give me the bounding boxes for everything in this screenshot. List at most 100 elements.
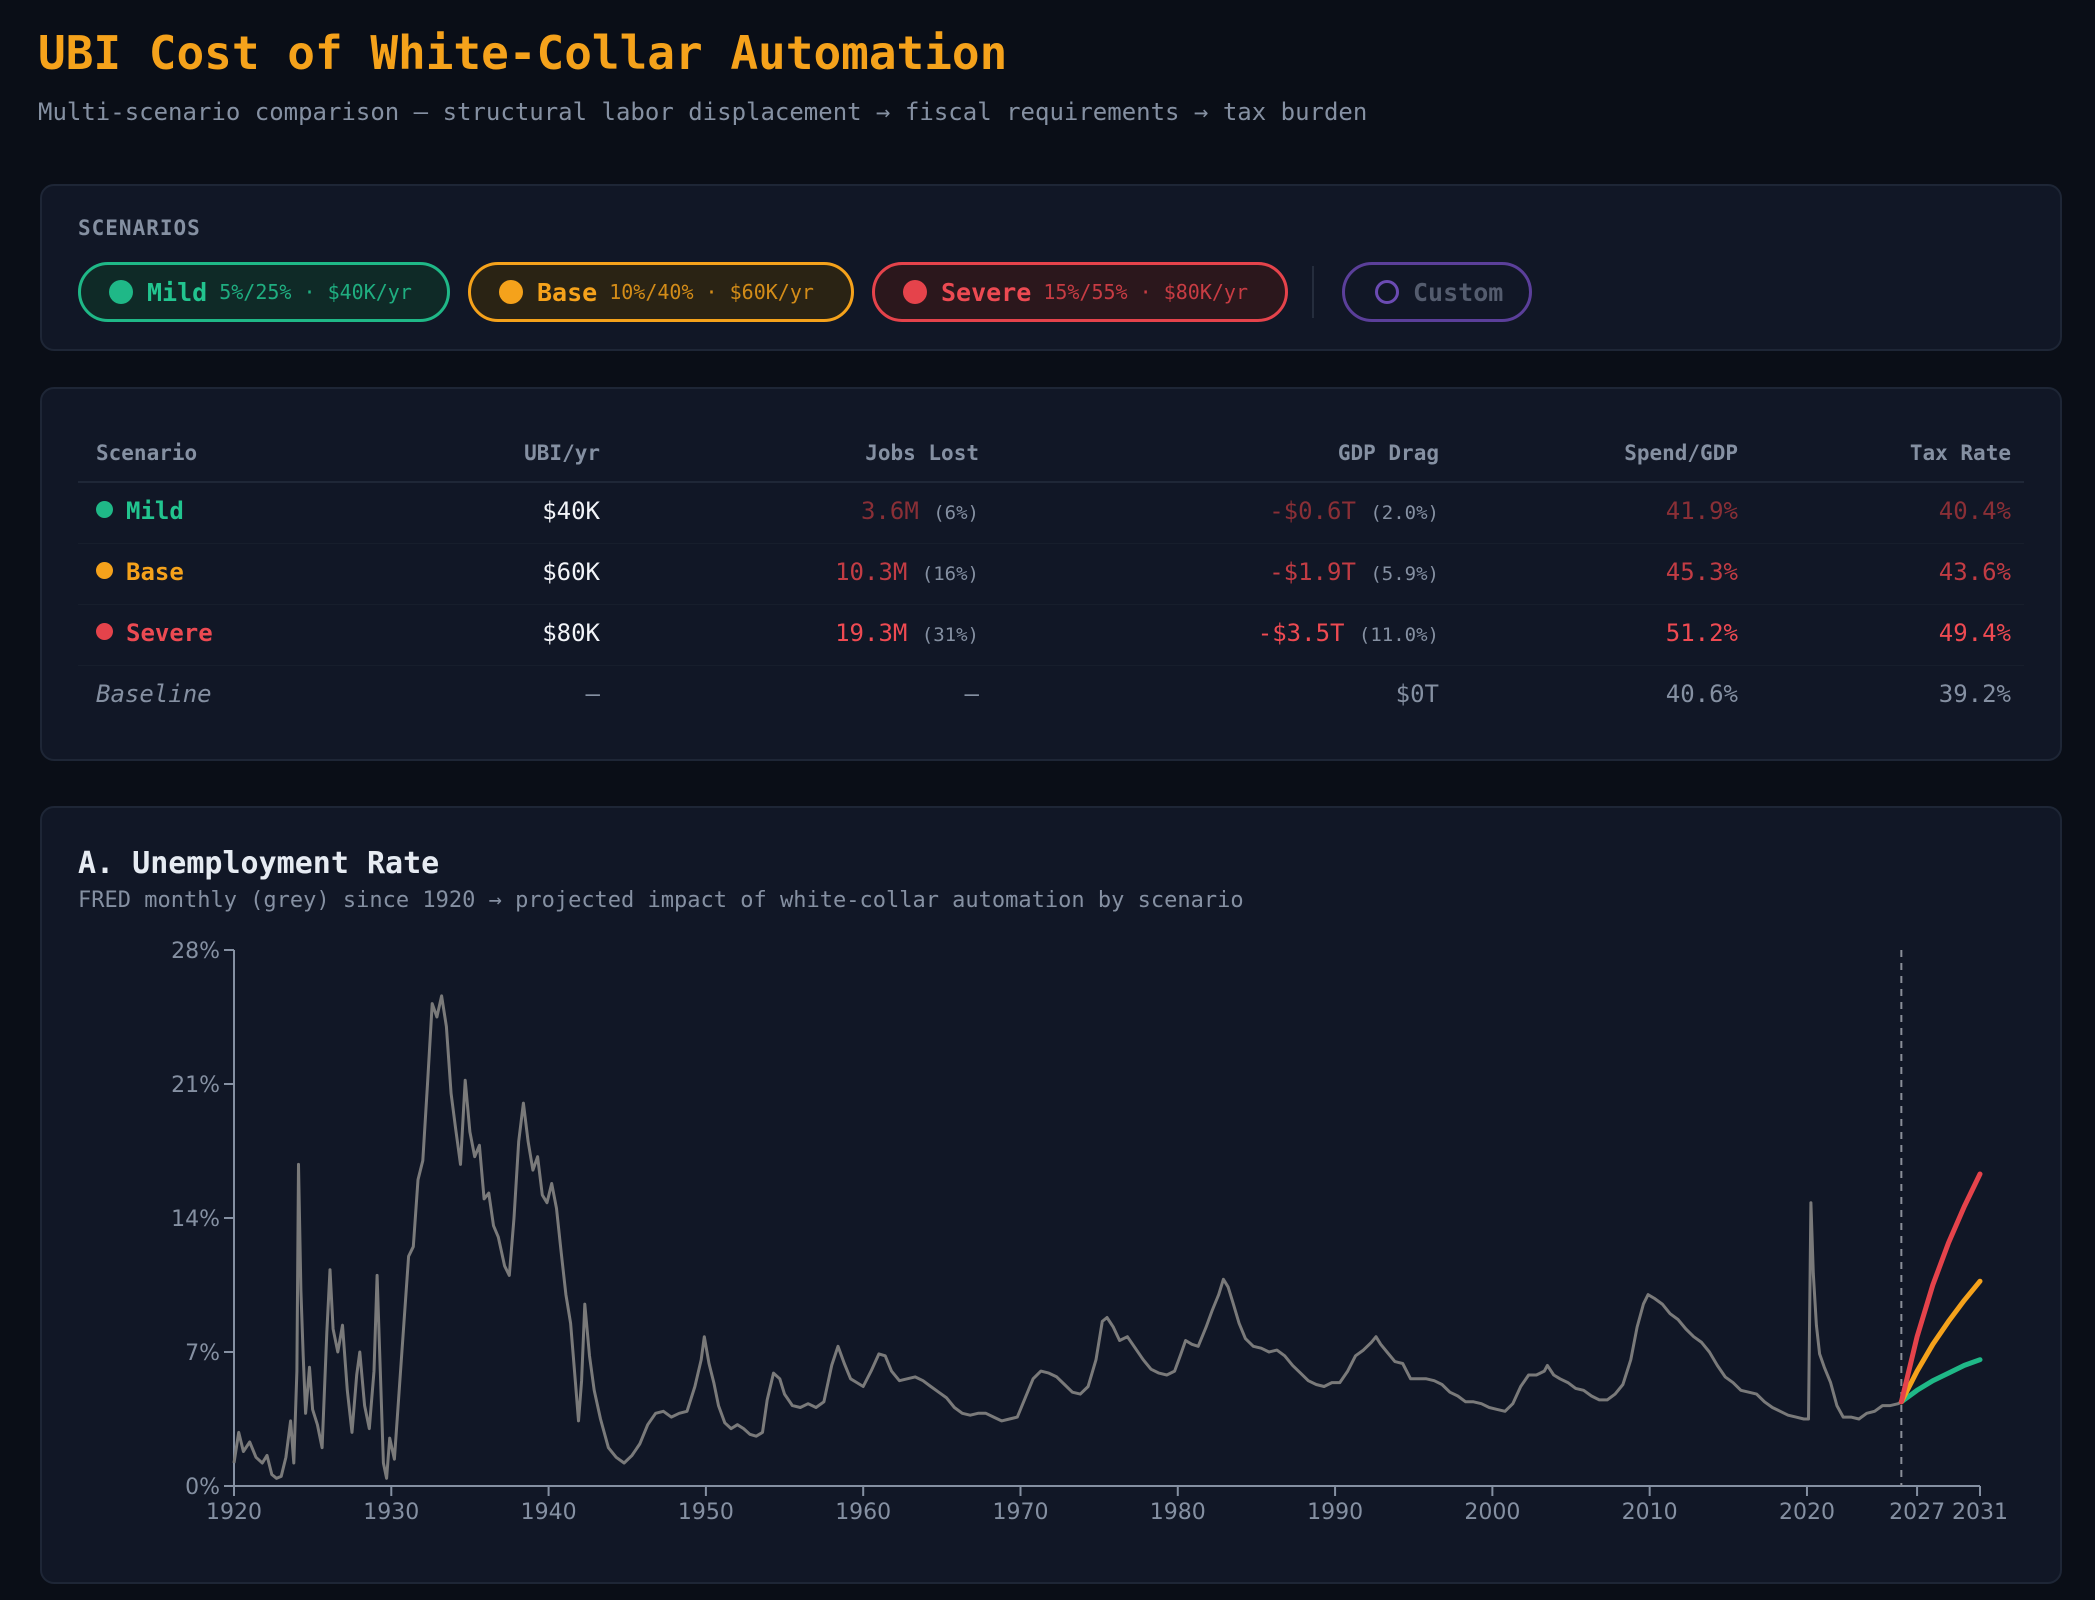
scenario-pill-name: Severe [941, 277, 1032, 307]
scenario-pill-name: Base [537, 277, 598, 307]
row-severe-jobs: 19.3M (31%) [835, 619, 979, 647]
row-baseline-gdp: $0T [1395, 680, 1439, 708]
page-title: UBI Cost of White-Collar Automation [38, 26, 1008, 80]
row-baseline-tax: 39.2% [1938, 680, 2011, 708]
row-severe-tax: 49.4% [1938, 619, 2011, 647]
mild-dot-icon [109, 280, 133, 304]
scenarios-label: SCENARIOS [78, 216, 201, 240]
row-baseline-ubi: — [585, 680, 600, 708]
col-header-ubi: UBI/yr [524, 441, 600, 465]
x-tick-label: 1960 [835, 1500, 891, 1525]
x-tick-label: 1920 [206, 1500, 262, 1525]
row-base-ubi: $60K [542, 558, 600, 586]
scenario-pill-name: Custom [1413, 277, 1504, 307]
y-tick-label: 28% [171, 939, 220, 964]
scenario-panel: SCENARIOS Mild 5%/25% · $40K/yr Base 10%… [40, 184, 2062, 351]
severe-projection-line [1898, 1171, 1983, 1405]
severe-dot-icon [903, 280, 927, 304]
row-severe-gdp: -$3.5T (11.0%) [1258, 619, 1439, 647]
row-mild-jobs: 3.6M (6%) [861, 497, 979, 525]
gdp-value: -$1.9T [1269, 558, 1356, 586]
gdp-value: -$3.5T [1257, 619, 1345, 647]
row-mild-tax: 40.4% [1938, 497, 2011, 525]
chart-subtitle: FRED monthly (grey) since 1920 → project… [78, 888, 1244, 913]
jobs-percent: (16%) [921, 563, 979, 585]
x-tick-label: 1940 [521, 1500, 577, 1525]
jobs-value: 3.6M [860, 497, 919, 525]
mild-projection-line [1898, 1357, 1983, 1405]
scenario-pill-severe[interactable]: Severe 15%/55% · $80K/yr [872, 262, 1288, 322]
col-header-scenario: Scenario [96, 441, 198, 465]
base-projection-line [1898, 1278, 1983, 1405]
base-dot-icon [96, 562, 113, 579]
y-tick-label: 0% [185, 1475, 220, 1500]
jobs-percent: (31%) [921, 624, 979, 646]
x-tick-label: 2000 [1464, 1500, 1520, 1525]
scenario-pill-name: Mild [147, 277, 208, 307]
summary-table: Scenario UBI/yr Jobs Lost GDP Drag Spend… [40, 387, 2062, 761]
y-tick-label: 14% [171, 1207, 220, 1232]
row-base-name: Base [96, 558, 184, 586]
header-divider [78, 481, 2024, 483]
row-severe-name: Severe [96, 619, 213, 647]
col-header-tax: Tax Rate [1909, 441, 2011, 465]
row-mild-name: Mild [96, 497, 184, 525]
y-tick-label: 7% [185, 1341, 220, 1366]
row-baseline-spend: 40.6% [1665, 680, 1738, 708]
row-severe-ubi: $80K [542, 619, 600, 647]
row-divider [78, 665, 2024, 666]
scenario-pill-desc: 5%/25% · $40K/yr [219, 280, 412, 304]
chart-panel: A. Unemployment Rate FRED monthly (grey)… [40, 806, 2062, 1584]
col-header-jobs: Jobs Lost [865, 441, 979, 465]
x-tick-label: 2031 [1952, 1500, 2008, 1525]
row-severe-spend: 51.2% [1665, 619, 1738, 647]
col-header-spend: Spend/GDP [1624, 441, 1738, 465]
gdp-percent: (5.9%) [1370, 563, 1439, 585]
severe-dot-icon [96, 623, 113, 640]
x-tick-label: 1980 [1150, 1500, 1206, 1525]
jobs-percent: (6%) [933, 502, 979, 524]
scenario-pill-desc: 10%/40% · $60K/yr [609, 280, 814, 304]
chart-title: A. Unemployment Rate [78, 846, 440, 881]
col-header-gdp: GDP Drag [1337, 441, 1439, 465]
row-base-gdp: -$1.9T (5.9%) [1269, 558, 1439, 586]
scenario-name: Base [126, 558, 184, 586]
x-tick-label: 1930 [363, 1500, 419, 1525]
row-base-spend: 45.3% [1665, 558, 1738, 586]
scenario-pill-mild[interactable]: Mild 5%/25% · $40K/yr [78, 262, 450, 322]
base-dot-icon [499, 280, 523, 304]
row-baseline-jobs: — [964, 680, 979, 708]
jobs-value: 19.3M [835, 619, 908, 647]
history-line [232, 994, 1903, 1480]
mild-dot-icon [96, 501, 113, 518]
row-divider [78, 543, 2024, 544]
scenario-pill-base[interactable]: Base 10%/40% · $60K/yr [468, 262, 854, 322]
row-mild-spend: 41.9% [1665, 497, 1738, 525]
x-tick-label: 1970 [992, 1500, 1048, 1525]
row-base-tax: 43.6% [1938, 558, 2011, 586]
jobs-value: 10.3M [835, 558, 908, 586]
row-mild-ubi: $40K [542, 497, 600, 525]
scenario-name: Mild [126, 497, 184, 525]
x-tick-label: 2027 [1889, 1500, 1945, 1525]
scenario-pill-custom[interactable]: Custom [1342, 262, 1532, 322]
scenario-pill-desc: 15%/55% · $80K/yr [1043, 280, 1249, 304]
custom-ring-icon [1375, 280, 1399, 304]
row-divider [78, 604, 2024, 605]
gdp-percent: (11.0%) [1358, 624, 1439, 646]
y-tick-label: 21% [171, 1073, 220, 1098]
row-base-jobs: 10.3M (16%) [835, 558, 979, 586]
x-tick-label: 1950 [678, 1500, 734, 1525]
gdp-value: -$0.6T [1269, 497, 1356, 525]
scenario-name: Severe [126, 619, 213, 647]
x-tick-label: 2010 [1622, 1500, 1678, 1525]
x-tick-label: 1990 [1307, 1500, 1363, 1525]
row-baseline-name: Baseline [96, 680, 212, 708]
page-subtitle: Multi-scenario comparison — structural l… [38, 98, 1368, 126]
pill-divider [1312, 266, 1314, 318]
unemployment-chart: 0% 7% 14% 21% 28% 1920 1930 1940 1950 1960 1970 198… [171, 939, 2008, 1525]
gdp-percent: (2.0%) [1370, 502, 1439, 524]
row-mild-gdp: -$0.6T (2.0%) [1269, 497, 1439, 525]
x-tick-label: 2020 [1779, 1500, 1835, 1525]
